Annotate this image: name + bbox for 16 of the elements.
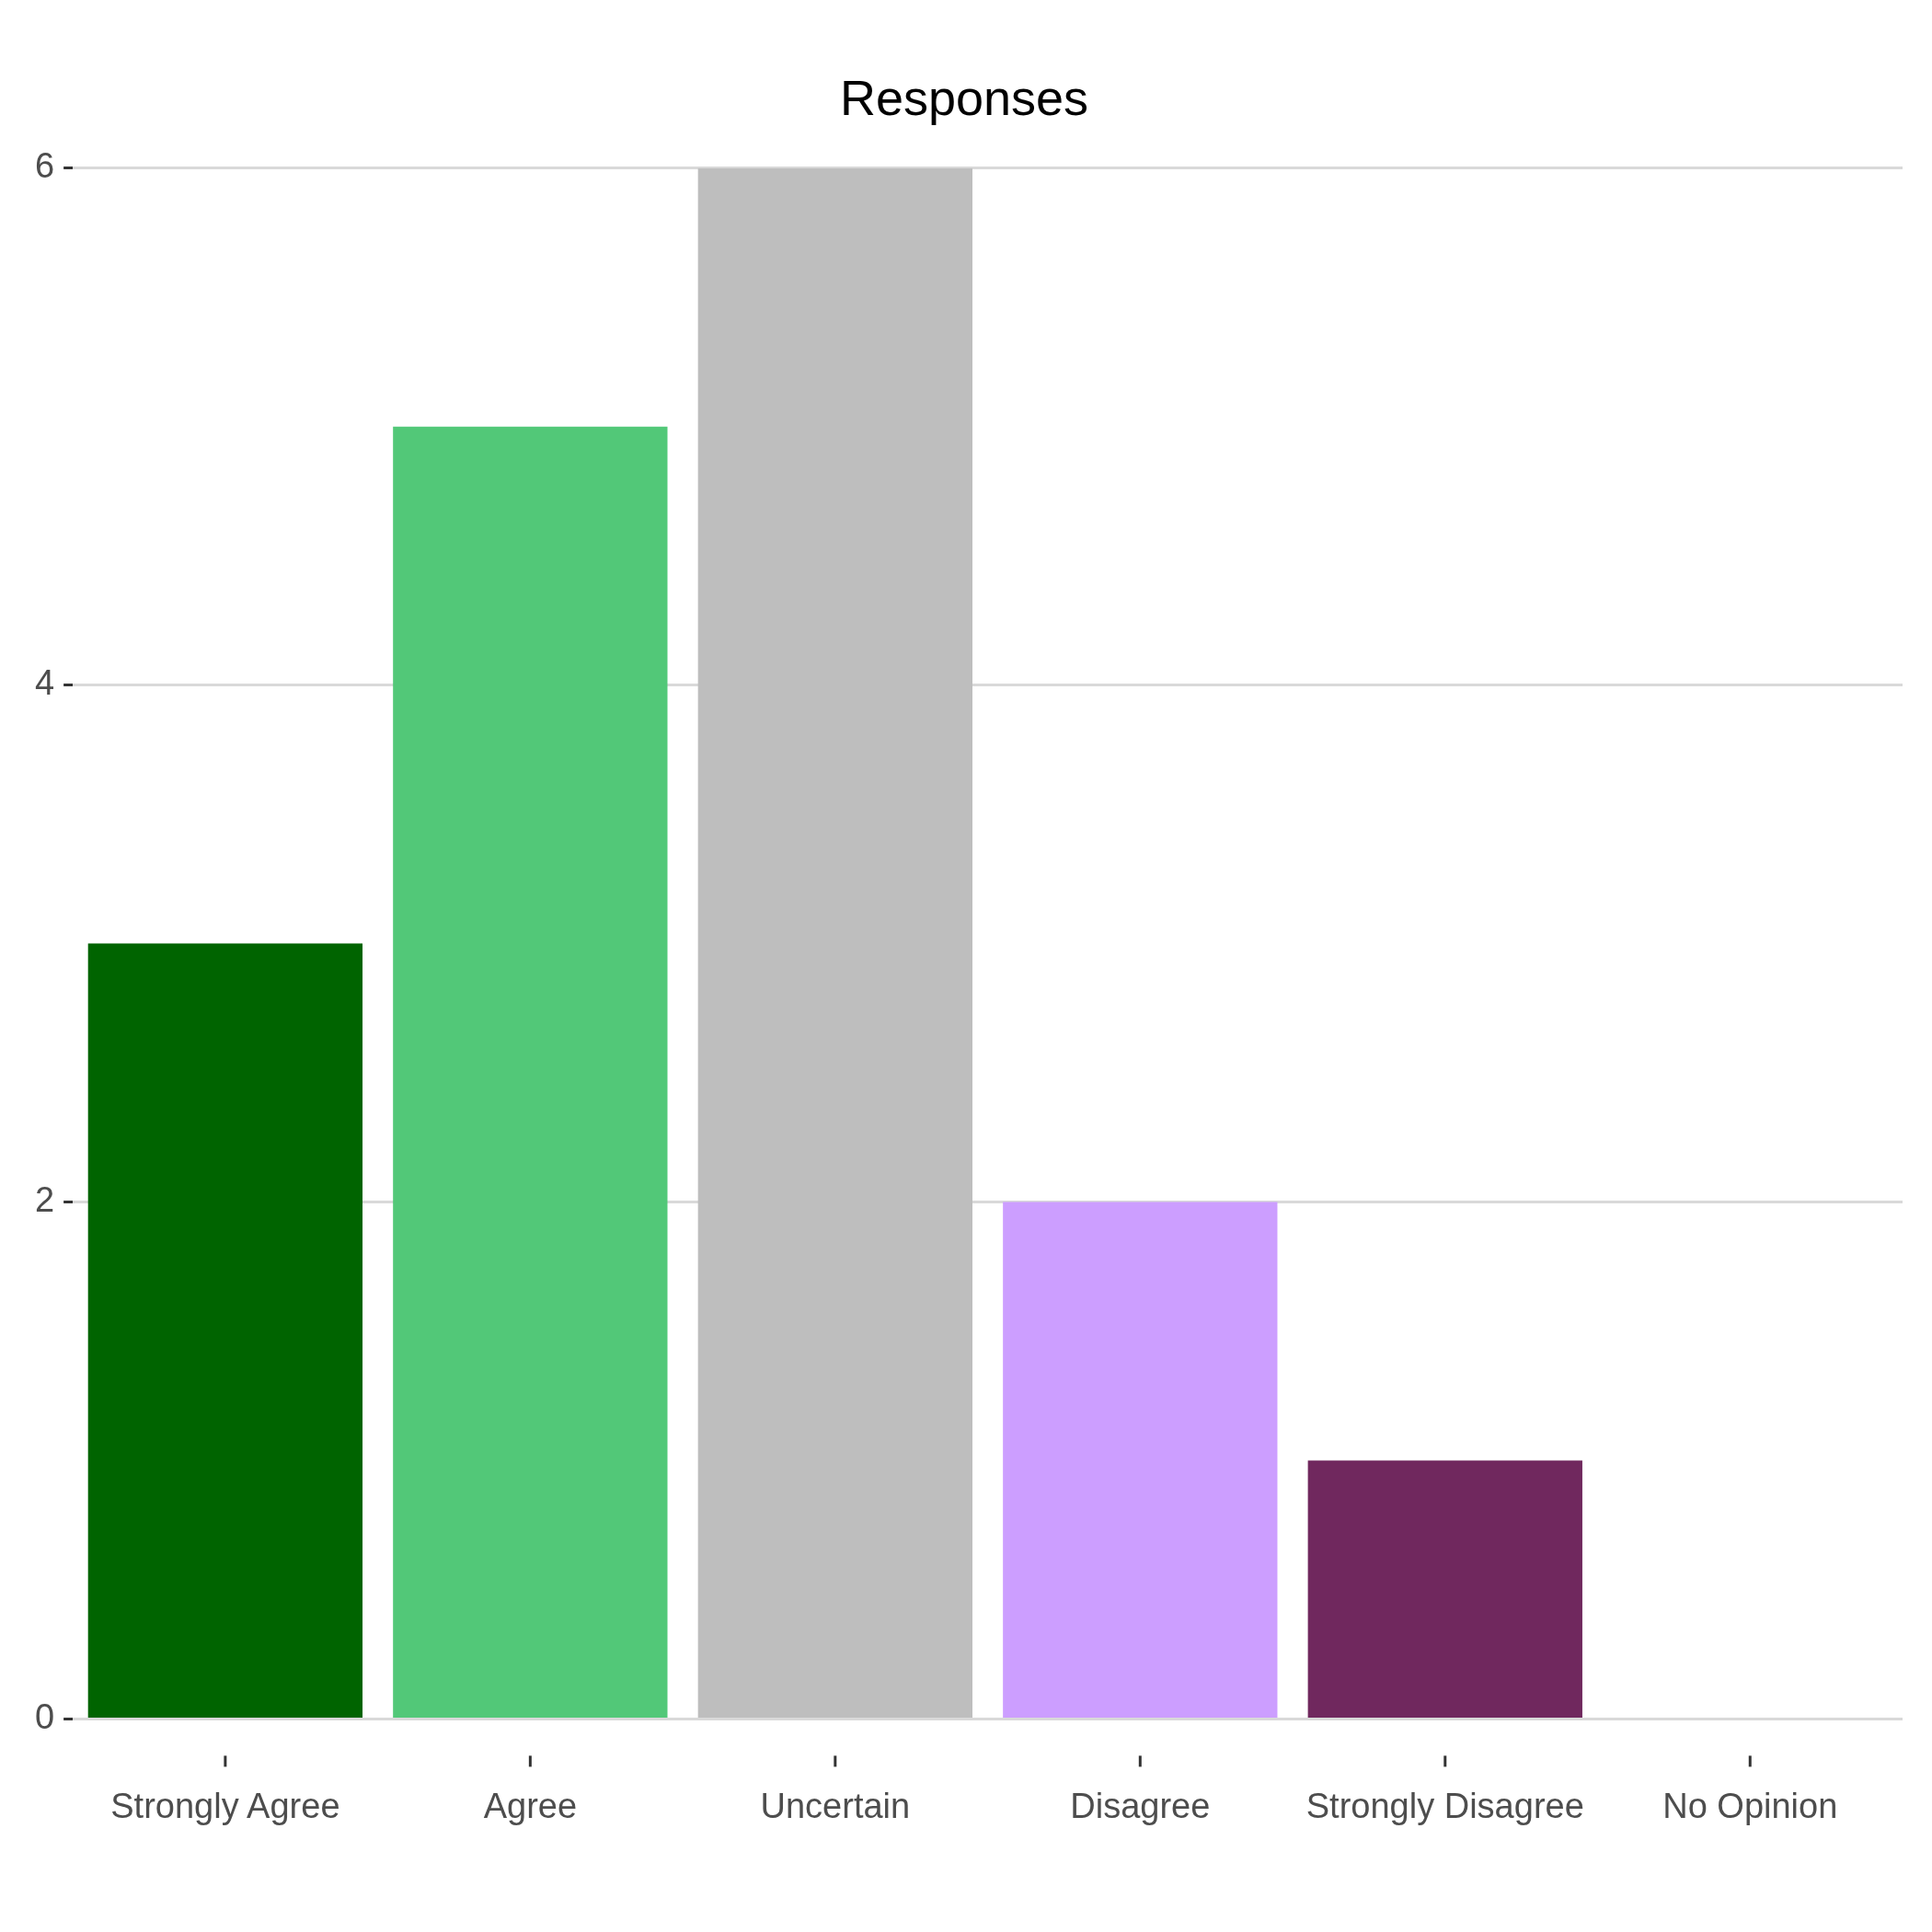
x-tick-label: Uncertain bbox=[760, 1786, 911, 1825]
x-tick-label: Disagree bbox=[1070, 1786, 1211, 1825]
x-tick-label: No Opinion bbox=[1662, 1786, 1838, 1825]
y-tick-label: 0 bbox=[34, 1696, 55, 1736]
bar bbox=[87, 943, 363, 1718]
y-tick-label: 4 bbox=[34, 663, 55, 703]
bar bbox=[697, 167, 972, 1718]
y-tick-label: 6 bbox=[34, 146, 55, 186]
bar bbox=[393, 426, 668, 1718]
chart-title: Responses bbox=[839, 70, 1089, 126]
y-tick-label: 2 bbox=[34, 1180, 55, 1220]
bar bbox=[1307, 1460, 1582, 1718]
bar bbox=[1003, 1202, 1278, 1718]
x-tick-label: Strongly Disagree bbox=[1305, 1786, 1584, 1825]
x-tick-label: Strongly Agree bbox=[110, 1786, 340, 1825]
x-tick-label: Agree bbox=[483, 1786, 578, 1825]
